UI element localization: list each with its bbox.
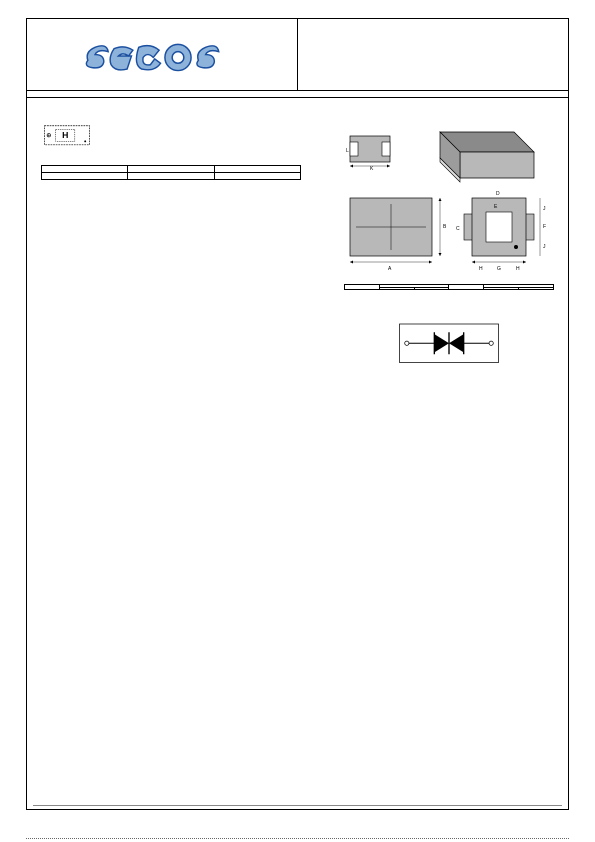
package-info-table — [41, 165, 301, 180]
marking-code-text: H — [62, 130, 68, 140]
content-area: H — [27, 98, 568, 382]
page-frame: H — [26, 18, 569, 810]
marking-diagram: H — [41, 122, 93, 155]
svg-text:J: J — [543, 206, 546, 212]
svg-text:C: C — [456, 226, 460, 232]
svg-text:J: J — [543, 244, 546, 250]
pkg-r0 — [42, 173, 128, 180]
svg-text:F: F — [543, 224, 546, 230]
svg-text:D: D — [496, 191, 500, 197]
dimension-table — [344, 284, 554, 290]
svg-text:H: H — [479, 266, 483, 272]
secos-logo — [82, 37, 242, 75]
dim-max-h2 — [519, 287, 554, 290]
dim-min-h1 — [379, 287, 414, 290]
title-cell — [298, 19, 569, 90]
svg-text:G: G — [497, 266, 501, 272]
pkg-r2 — [214, 173, 300, 180]
svg-text:A: A — [388, 266, 392, 272]
pkg-h1 — [128, 166, 214, 173]
pkg-r1 — [128, 173, 214, 180]
right-column: L K A B — [344, 108, 554, 378]
dim-max-h1 — [414, 287, 449, 290]
svg-text:B: B — [443, 224, 447, 230]
bi-direction-diagram — [344, 318, 554, 376]
left-column: H — [41, 108, 330, 378]
page-footer — [26, 838, 569, 840]
package-drawing: L K A B — [344, 126, 554, 276]
dim-ref-h1 — [345, 285, 380, 290]
inner-footer — [33, 805, 562, 807]
dim-ref-h2 — [449, 285, 484, 290]
rohs-bar — [27, 91, 568, 98]
pkg-h0 — [42, 166, 128, 173]
header-row — [27, 19, 568, 91]
logo-cell — [27, 19, 298, 90]
svg-text:L: L — [346, 148, 349, 154]
dim-min-h2 — [484, 287, 519, 290]
svg-text:H: H — [516, 266, 520, 272]
svg-text:K: K — [370, 166, 374, 172]
pkg-h2 — [214, 166, 300, 173]
